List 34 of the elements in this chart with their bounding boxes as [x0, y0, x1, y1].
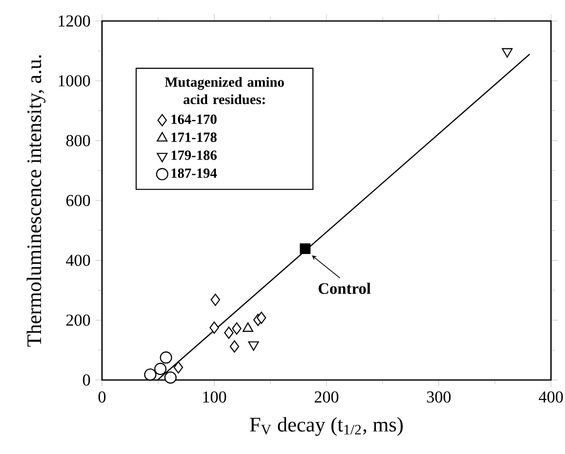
point — [210, 294, 220, 306]
point — [230, 340, 240, 353]
y-tick-label: 0 — [82, 374, 90, 386]
x-tick-label: 300 — [427, 391, 451, 403]
point — [256, 312, 266, 324]
annotation: Control — [318, 282, 371, 294]
legend-label: 187-194 — [172, 168, 217, 178]
point — [248, 341, 259, 351]
legend-label: 179-186 — [172, 150, 217, 160]
legend-title: Mutagenized amino acid residues: — [164, 77, 284, 104]
point — [164, 371, 177, 384]
y-tick-label: 800 — [66, 135, 90, 146]
point — [210, 322, 219, 334]
x-tick-label: 100 — [203, 391, 226, 403]
point — [224, 326, 234, 339]
y-tick-label: 200 — [66, 314, 90, 326]
legend-label: 171-178 — [172, 132, 217, 142]
point — [144, 368, 156, 381]
x-tick-label: 400 — [538, 391, 563, 403]
x-tick-label: 0 — [98, 391, 106, 403]
y-tick-label: 400 — [66, 254, 90, 266]
point — [232, 322, 242, 335]
point — [154, 362, 167, 376]
y-tick-label: 1000 — [58, 75, 90, 86]
x-tick-label: 200 — [314, 391, 338, 403]
point — [502, 48, 513, 58]
y-tick-label: 600 — [66, 194, 90, 206]
point — [174, 361, 184, 374]
y-tick-label: 1200 — [58, 15, 90, 27]
point — [300, 243, 311, 254]
x-axis-title: F$_{V}$ decay (t$_{1/2}$, ms) — [250, 417, 403, 436]
point — [160, 351, 172, 364]
legend-label: 164-170 — [172, 114, 217, 124]
y-axis-title: Thermoluminescence intensity, a.u. — [26, 55, 46, 347]
